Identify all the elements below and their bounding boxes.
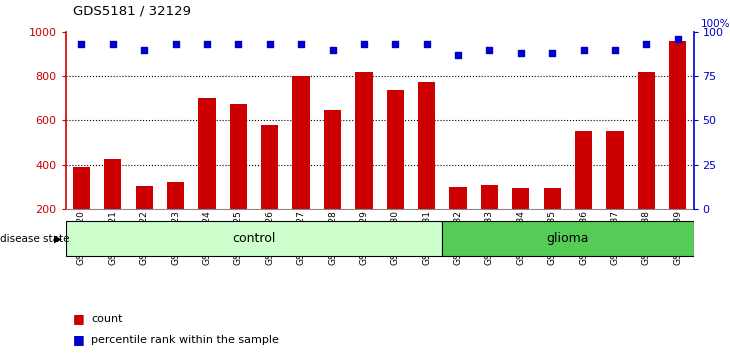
Bar — [293, 76, 310, 253]
Bar — [387, 91, 404, 253]
Bar — [575, 131, 592, 253]
Bar — [136, 185, 153, 253]
Bar — [261, 125, 278, 253]
Bar — [669, 41, 686, 253]
Point — [264, 41, 276, 47]
Bar — [512, 188, 529, 253]
Point — [484, 47, 496, 52]
Text: ▶: ▶ — [54, 234, 62, 244]
Bar — [481, 184, 498, 253]
Point — [578, 47, 590, 52]
Point — [232, 41, 244, 47]
Text: glioma: glioma — [547, 232, 589, 245]
Text: disease state: disease state — [0, 234, 69, 244]
Text: 100%: 100% — [701, 19, 730, 29]
Point — [390, 41, 402, 47]
Bar — [0, 32, 380, 209]
Text: ■: ■ — [73, 312, 85, 325]
Point — [76, 41, 88, 47]
Point — [641, 41, 653, 47]
Point — [201, 41, 213, 47]
Point — [421, 41, 433, 47]
Point — [453, 52, 464, 58]
Text: ■: ■ — [73, 333, 85, 346]
Point — [326, 47, 338, 52]
Point — [295, 41, 307, 47]
Bar — [73, 167, 90, 253]
Point — [515, 50, 527, 56]
Text: count: count — [91, 314, 123, 324]
Point — [169, 41, 181, 47]
Point — [107, 41, 119, 47]
Bar — [380, 32, 730, 209]
Bar — [450, 187, 466, 253]
Text: GDS5181 / 32129: GDS5181 / 32129 — [73, 5, 191, 18]
Point — [546, 50, 558, 56]
Bar — [167, 182, 184, 253]
Bar — [418, 82, 435, 253]
Bar — [199, 98, 215, 253]
FancyBboxPatch shape — [442, 222, 694, 256]
FancyBboxPatch shape — [66, 222, 442, 256]
Bar — [104, 159, 121, 253]
Point — [139, 47, 150, 52]
Text: control: control — [232, 232, 276, 245]
Point — [672, 36, 683, 42]
Bar — [544, 188, 561, 253]
Bar — [230, 104, 247, 253]
Bar — [638, 72, 655, 253]
Point — [358, 41, 369, 47]
Bar — [324, 110, 341, 253]
Bar — [607, 131, 623, 253]
Bar — [356, 72, 372, 253]
Point — [609, 47, 620, 52]
Text: percentile rank within the sample: percentile rank within the sample — [91, 335, 279, 345]
